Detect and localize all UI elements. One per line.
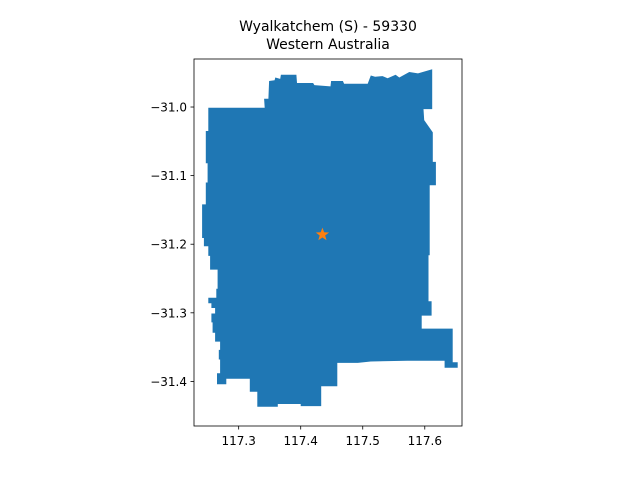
y-tick-label: −31.3 <box>150 306 187 320</box>
centroid-star-marker <box>315 227 330 241</box>
map-title-line-1: Wyalkatchem (S) - 59330 <box>239 19 417 35</box>
plot-area <box>193 58 463 427</box>
map-title-line-2: Western Australia <box>266 37 390 53</box>
x-tick-label: 117.6 <box>408 434 442 448</box>
y-tick-label: −31.4 <box>150 375 187 389</box>
x-tick-label: 117.4 <box>284 434 318 448</box>
y-axis: −31.0 −31.1 −31.2 −31.3 −31.4 <box>150 101 194 389</box>
x-axis: 117.3 117.4 117.5 117.6 <box>221 426 442 448</box>
axes-frame <box>193 58 463 427</box>
y-tick-label: −31.2 <box>150 238 187 252</box>
y-tick-label: −31.1 <box>150 169 187 183</box>
x-tick-label: 117.3 <box>221 434 255 448</box>
x-tick-label: 117.5 <box>346 434 380 448</box>
region-boundary-shape <box>202 69 458 407</box>
y-tick-label: −31.0 <box>150 101 187 115</box>
